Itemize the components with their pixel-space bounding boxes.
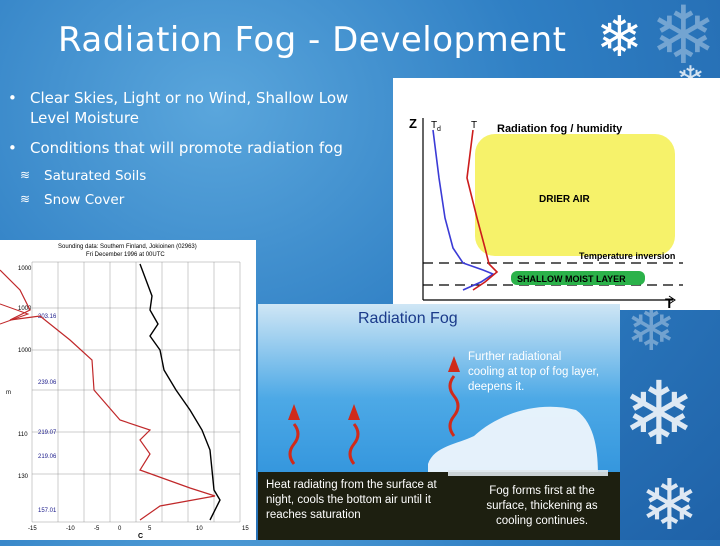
sounding-pressure-labels: 203.16 239.06 219.07 219.06 157.01 bbox=[38, 314, 57, 514]
bullet-text: Clear Skies, Light or no Wind, Shallow L… bbox=[30, 89, 349, 127]
bullet-marker: • bbox=[8, 139, 17, 157]
svg-text:15: 15 bbox=[242, 526, 249, 532]
svg-text:10: 10 bbox=[196, 526, 203, 532]
subbullet-text: Snow Cover bbox=[44, 192, 125, 208]
dewpoint-curve bbox=[432, 129, 495, 291]
fog-cloud bbox=[428, 406, 598, 480]
dewpoint-subscript: d bbox=[437, 126, 441, 133]
svg-text:0: 0 bbox=[118, 526, 122, 532]
bullet-marker: • bbox=[8, 89, 17, 107]
sounding-date: Fri December 1996 at 00UTC bbox=[86, 252, 165, 258]
bullet-text: Conditions that will promote radiation f… bbox=[30, 139, 343, 157]
x-unit-label: C bbox=[138, 533, 143, 540]
snowflake-icon: ❄ bbox=[622, 362, 696, 465]
forms-text: Fog forms first at the surface, thickeni… bbox=[486, 485, 598, 527]
slide-title: Radiation Fog - Development bbox=[58, 20, 567, 60]
temperature-label: T bbox=[471, 120, 477, 131]
sounding-temperature-line bbox=[139, 263, 221, 521]
svg-text:157.01: 157.01 bbox=[38, 508, 57, 514]
sounding-chart: Sounding data: Southern Finland, Jokioin… bbox=[0, 240, 256, 540]
wave-bullet-icon: ≋ bbox=[20, 168, 31, 182]
svg-text:110: 110 bbox=[18, 432, 28, 438]
radiation-fog-diagram: Radiation Fog Further radiational coolin… bbox=[258, 304, 620, 540]
snowflake-icon: ❄ bbox=[626, 295, 677, 365]
svg-text:5: 5 bbox=[148, 526, 152, 532]
fog-humidity-profile-diagram: Z T d T T Radiation fog / humidity DRIER… bbox=[393, 78, 720, 311]
sounding-x-ticks: -15 -10 -5 0 5 10 15 bbox=[28, 526, 249, 532]
svg-text:203.16: 203.16 bbox=[38, 314, 57, 320]
z-axis-label: Z bbox=[409, 116, 417, 131]
t-axis-label: T bbox=[665, 295, 674, 310]
drier-air-label: DRIER AIR bbox=[539, 194, 591, 205]
cooling-text: Further radiational cooling at top of fo… bbox=[468, 351, 600, 393]
svg-text:219.07: 219.07 bbox=[38, 430, 57, 436]
diagram-heading: Radiation fog / humidity bbox=[497, 123, 623, 135]
subbullet-item: ≋ Saturated Soils bbox=[8, 168, 388, 184]
sounding-header: Sounding data: Southern Finland, Jokioin… bbox=[58, 244, 197, 250]
svg-text:1000: 1000 bbox=[18, 306, 32, 312]
ground-surface bbox=[258, 472, 620, 540]
heat-arrow-middle bbox=[348, 404, 360, 465]
sounding-grid bbox=[31, 261, 241, 523]
snowflake-icon: ❄ bbox=[640, 464, 699, 546]
bullet-item: • Conditions that will promote radiation… bbox=[8, 138, 388, 158]
bullet-list: • Clear Skies, Light or no Wind, Shallow… bbox=[8, 88, 388, 216]
svg-text:130: 130 bbox=[18, 474, 29, 480]
moist-layer-bar bbox=[511, 271, 645, 285]
snowflake-icon: ❄ bbox=[650, 0, 718, 82]
fog-diagram-title: Radiation Fog bbox=[358, 310, 458, 327]
wave-bullet-icon: ≋ bbox=[20, 192, 31, 206]
heat-arrow-left bbox=[288, 404, 300, 465]
heat-text: Heat radiating from the surface at night… bbox=[266, 479, 437, 521]
svg-text:-15: -15 bbox=[28, 526, 37, 532]
sounding-dewpoint-line bbox=[0, 269, 216, 521]
svg-text:-5: -5 bbox=[94, 526, 100, 532]
svg-text:m: m bbox=[6, 390, 11, 396]
snowflake-icon: ❄ bbox=[596, 5, 643, 70]
svg-text:219.06: 219.06 bbox=[38, 454, 57, 460]
svg-text:239.06: 239.06 bbox=[38, 380, 57, 386]
sounding-left-axis: 1000 1000 1000 m 110 130 bbox=[6, 266, 32, 480]
temperature-curve bbox=[466, 129, 499, 291]
dewpoint-label: T bbox=[431, 120, 437, 131]
inversion-label: Temperature inversion bbox=[579, 251, 675, 261]
fog-yellow-area bbox=[475, 134, 675, 256]
cooling-arrow bbox=[448, 356, 460, 437]
subbullet-text: Saturated Soils bbox=[44, 168, 147, 184]
moist-layer-label: SHALLOW MOIST LAYER bbox=[517, 274, 626, 284]
svg-text:1000: 1000 bbox=[18, 348, 32, 354]
subbullet-item: ≋ Snow Cover bbox=[8, 192, 388, 208]
bullet-item: • Clear Skies, Light or no Wind, Shallow… bbox=[8, 88, 388, 128]
svg-text:1000: 1000 bbox=[18, 266, 32, 272]
svg-text:-10: -10 bbox=[66, 526, 75, 532]
